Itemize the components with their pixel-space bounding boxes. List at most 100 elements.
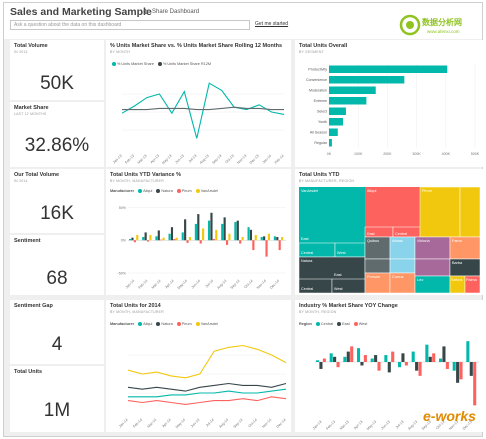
bar-vanarsdel: [228, 233, 231, 241]
bar-west: [459, 362, 463, 380]
treemap-label: Barba: [452, 261, 463, 265]
kpi-total-volume[interactable]: Total Volume IN 2014 50K: [10, 40, 104, 100]
treemap-pirum-east[interactable]: [459, 187, 480, 238]
kpi-sentiment[interactable]: Sentiment 68: [10, 235, 104, 295]
x-tick-label: 0K: [327, 152, 332, 156]
tile-ytd-variance[interactable]: Total Units YTD Variance % BY MONTH, MAN…: [106, 169, 291, 295]
bar-central: [329, 353, 333, 362]
x-tick-label: Feb-14: [138, 279, 149, 290]
qa-input[interactable]: Ask a question about the data on this da…: [10, 20, 250, 30]
bar-pirum: [186, 240, 189, 243]
treemap-label: Natura: [301, 259, 313, 263]
legend-dot: [195, 189, 200, 193]
bar-natura: [210, 212, 213, 241]
chart-legend: Manufacturer Aliqui Natura Pirum VanArsd…: [110, 189, 218, 193]
kpi-market-share[interactable]: Market Share LAST 12 MONTHS 32.86%: [10, 102, 104, 167]
y-tick-label: Convenience: [306, 78, 327, 82]
y-tick-label: Select: [317, 110, 327, 114]
bar-east: [333, 356, 337, 362]
treemap-pirum[interactable]: [419, 187, 461, 238]
bar-east: [387, 362, 391, 373]
kpi-sentiment-gap[interactable]: Sentiment Gap 4: [10, 300, 104, 364]
watermark-logo: 数据分析网 www.afenxi.com: [399, 14, 462, 36]
tile-total-units-ytd[interactable]: Total Units YTD BY MANUFACTURER, REGION: [295, 169, 484, 295]
bar-natura: [223, 217, 226, 241]
x-tick-label: 400K: [442, 152, 451, 156]
series-line-vanarsdel: [127, 344, 287, 379]
x-tick-label: Jul-14: [205, 279, 215, 289]
legend-label: Aliqui: [143, 189, 153, 193]
bar-pirum: [225, 240, 229, 245]
bar-east: [456, 362, 460, 383]
x-tick-label: Jul-13: [188, 154, 198, 164]
bar-select: [329, 107, 346, 115]
kpi-title: Our Total Volume: [14, 172, 60, 178]
tile-total-units-overall[interactable]: Total Units Overall BY SEGMENT 0K 100K 200…: [295, 40, 484, 167]
x-tick-label: Aug-13: [199, 154, 210, 165]
legend-label: Aliqui: [143, 322, 153, 326]
treemap-quibus-2[interactable]: [364, 258, 391, 274]
treemap-palma[interactable]: [464, 275, 480, 293]
bar-central: [357, 348, 361, 362]
x-tick-label: May-14: [175, 418, 186, 429]
get-started-link[interactable]: Get me started: [255, 21, 289, 27]
bar-pirum: [199, 240, 202, 244]
x-tick-label: Aug-13: [407, 420, 418, 431]
kpi-subtitle: IN 2014: [14, 50, 28, 54]
dashboard-header: Sales and Marketing Sample Share Dashboa…: [4, 3, 482, 39]
bar-pirum: [146, 240, 150, 242]
bar-central: [384, 355, 388, 362]
tile-title: Total Units for 2014: [110, 303, 161, 309]
bar-youth: [329, 118, 344, 126]
x-tick-label: Feb-14: [132, 418, 143, 429]
chart-legend: Region Central East West: [299, 322, 367, 326]
y-tick-label: All Season: [310, 131, 327, 135]
x-tick-label: Jun-14: [191, 279, 202, 290]
bar-east: [319, 362, 323, 369]
tile-subtitle: BY SEGMENT: [299, 50, 324, 54]
legend-label: % Units Market Share R12M: [162, 62, 212, 66]
x-tick-label: Mar-14: [147, 418, 158, 429]
tile-market-share-line[interactable]: % Units Market Share vs. % Units Market …: [106, 40, 291, 167]
treemap-abbas-2[interactable]: [389, 258, 416, 274]
bar-central: [425, 344, 429, 362]
series-line-market-share: [121, 82, 285, 139]
bar-convenience: [329, 76, 405, 84]
tile-subtitle: BY MONTH, MANUFACTURER: [110, 310, 164, 314]
treemap-victoria-2[interactable]: [414, 258, 451, 277]
x-tick-label: Dec-14: [269, 279, 280, 290]
x-tick-label: Apr-13: [150, 154, 160, 164]
bar-natura: [170, 227, 174, 241]
treemap-label: Currus: [392, 275, 403, 279]
kpi-value: 32.86%: [24, 135, 90, 156]
y-tick-label: Productivity: [308, 68, 327, 72]
bar-central: [439, 358, 443, 362]
treemap-label: Leo: [417, 278, 423, 282]
bar-regular: [329, 139, 332, 147]
legend-item: Aliqui: [138, 189, 152, 193]
tile-subtitle: BY MANUFACTURER, REGION: [299, 179, 355, 183]
legend-item: West: [353, 322, 367, 326]
bar-aliqui: [234, 221, 237, 241]
kpi-total-units[interactable]: Total Units 1M: [10, 366, 104, 432]
share-dashboard-button[interactable]: Share Dashboard: [142, 8, 199, 15]
bar-west: [404, 362, 408, 366]
legend-dot: [353, 322, 358, 326]
x-tick-label: Nov-14: [256, 279, 267, 290]
tile-yoy-change[interactable]: Industry % Market Share YOY Change BY MO…: [295, 300, 484, 432]
bar-west: [363, 355, 367, 362]
kpi-our-total-volume[interactable]: Our Total Volume IN 2014 16K: [10, 169, 104, 233]
bar-all-season: [329, 128, 338, 136]
kpi-value: 4: [51, 334, 63, 355]
x-tick-label: Dec-14: [276, 418, 287, 429]
bar-central: [316, 360, 320, 362]
bar-central: [370, 358, 374, 362]
treemap-label: Quibus: [367, 239, 379, 243]
bar-west: [418, 362, 422, 376]
treemap-vanarsdel-east[interactable]: [299, 187, 365, 243]
bar-natura: [263, 236, 266, 241]
x-tick-label: Sep-13: [211, 154, 222, 165]
legend-label: East: [342, 322, 350, 326]
bar-west: [391, 351, 395, 362]
tile-units-2014[interactable]: Total Units for 2014 BY MONTH, MANUFACTU…: [106, 300, 291, 432]
